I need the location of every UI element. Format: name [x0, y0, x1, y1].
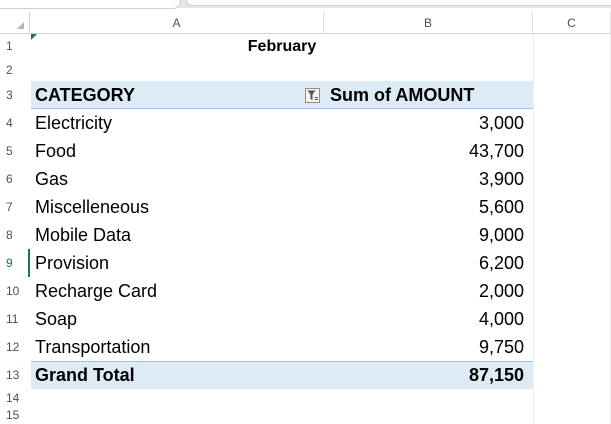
- filter-icon: [307, 90, 318, 100]
- grand-total-label[interactable]: Grand Total: [35, 365, 135, 385]
- category-cell[interactable]: Miscelleneous: [35, 197, 150, 217]
- row-header-5[interactable]: 5: [6, 144, 13, 158]
- row-header-14[interactable]: 14: [6, 391, 20, 405]
- row-header-13[interactable]: 13: [6, 368, 20, 382]
- amount-cell[interactable]: 43,700: [468, 141, 524, 161]
- grand-total-row: [31, 361, 533, 389]
- header-category[interactable]: CATEGORY: [35, 85, 136, 105]
- gridline-c: [533, 34, 534, 424]
- row-header-4[interactable]: 4: [6, 116, 13, 130]
- cell-a1-marker: [31, 34, 37, 40]
- row-header-8[interactable]: 8: [6, 228, 13, 242]
- select-all-button[interactable]: [0, 12, 30, 34]
- amount-cell[interactable]: 2,000: [478, 281, 524, 301]
- column-header-c[interactable]: C: [533, 12, 611, 34]
- grand-total-amount[interactable]: 87,150: [468, 365, 524, 385]
- category-cell[interactable]: Provision: [35, 253, 110, 273]
- header-amount[interactable]: Sum of AMOUNT: [330, 85, 475, 105]
- column-header-b[interactable]: B: [324, 12, 533, 34]
- row-header-12[interactable]: 12: [6, 340, 20, 354]
- category-cell[interactable]: Mobile Data: [35, 225, 132, 245]
- tab-edge-left: [0, 0, 181, 9]
- row-header-1[interactable]: 1: [6, 39, 13, 53]
- pivot-title[interactable]: February: [247, 38, 317, 55]
- category-cell[interactable]: Soap: [35, 309, 78, 329]
- row-header-7[interactable]: 7: [6, 200, 13, 214]
- amount-cell[interactable]: 9,000: [478, 225, 524, 245]
- row-header-15[interactable]: 15: [6, 408, 20, 422]
- tab-edge-right: [186, 0, 611, 6]
- row-header-3[interactable]: 3: [6, 88, 13, 102]
- amount-cell[interactable]: 3,000: [478, 113, 524, 133]
- amount-cell[interactable]: 9,750: [478, 337, 524, 357]
- row-header-9[interactable]: 9: [0, 249, 30, 277]
- amount-cell[interactable]: 6,200: [478, 253, 524, 273]
- row-header-2[interactable]: 2: [6, 63, 13, 77]
- category-cell[interactable]: Recharge Card: [35, 281, 158, 301]
- category-cell[interactable]: Electricity: [35, 113, 113, 133]
- filter-button[interactable]: [305, 88, 320, 103]
- amount-cell[interactable]: 4,000: [478, 309, 524, 329]
- pivot-header-row: [31, 81, 533, 109]
- category-cell[interactable]: Food: [35, 141, 77, 161]
- amount-cell[interactable]: 5,600: [478, 197, 524, 217]
- column-header-a[interactable]: A: [30, 12, 324, 34]
- category-cell[interactable]: Gas: [35, 169, 69, 189]
- row-header-10[interactable]: 10: [6, 284, 20, 298]
- select-all-triangle-icon: [17, 22, 24, 29]
- row-header-6[interactable]: 6: [6, 172, 13, 186]
- amount-cell[interactable]: 3,900: [478, 169, 524, 189]
- row-header-11[interactable]: 11: [6, 312, 19, 326]
- category-cell[interactable]: Transportation: [35, 337, 151, 357]
